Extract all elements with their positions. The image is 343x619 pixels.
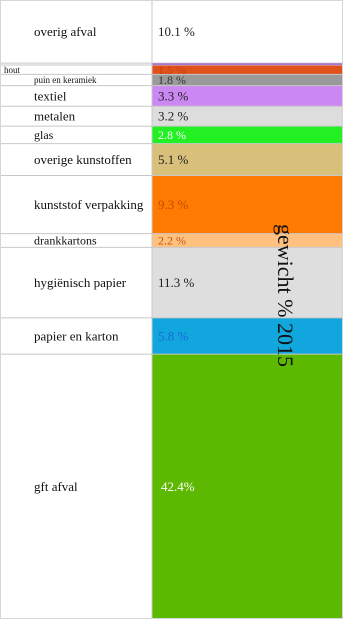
bar-segment	[152, 233, 343, 248]
value-label: 1.5 %	[158, 63, 186, 77]
category-label: hygiënisch papier	[34, 275, 127, 290]
category-label: overig afval	[34, 24, 97, 39]
category-label: overige kunstoffen	[34, 152, 132, 167]
value-label: 11.3 %	[158, 275, 195, 290]
bar-segment	[152, 247, 343, 318]
bar-segment	[152, 175, 343, 234]
value-label: 5.8 %	[158, 329, 189, 344]
category-label: papier en karton	[34, 329, 119, 344]
bar-segment	[152, 126, 343, 144]
category-label: kunststof verpakking	[34, 197, 144, 212]
value-label: 3.2 %	[158, 109, 189, 124]
value-label: 1.8 %	[158, 73, 186, 87]
value-label: 42.4%	[161, 479, 195, 494]
category-label: hout	[4, 65, 21, 75]
value-label: 5.1 %	[158, 152, 189, 167]
bar-segment	[152, 317, 343, 355]
chart-rows	[152, 0, 343, 619]
bar-segment	[152, 74, 343, 86]
bar-segment	[152, 0, 343, 64]
bar-segment	[152, 106, 343, 127]
category-label: metalen	[34, 109, 76, 124]
bar-segment	[152, 143, 343, 176]
bar-segment	[152, 64, 343, 75]
value-label: 2.8 %	[158, 128, 186, 142]
category-label: drankkartons	[34, 234, 97, 248]
category-label: gft afval	[34, 479, 78, 494]
value-label: 10.1 %	[158, 24, 195, 39]
chart-title: gewicht % 2015	[273, 224, 298, 367]
category-label: textiel	[34, 88, 67, 103]
bar-segment	[152, 85, 343, 107]
category-label: glas	[34, 128, 54, 142]
value-label: 2.2 %	[158, 234, 186, 248]
bar-segment	[152, 63, 343, 65]
bar-segment	[152, 354, 343, 619]
category-label: puin en keramiek	[34, 75, 97, 85]
value-label: 3.3 %	[158, 88, 189, 103]
value-label: 9.3 %	[158, 197, 189, 212]
chart-labels: overig afval 10.1 % hout 1.5 % puin en keram…	[4, 24, 195, 494]
